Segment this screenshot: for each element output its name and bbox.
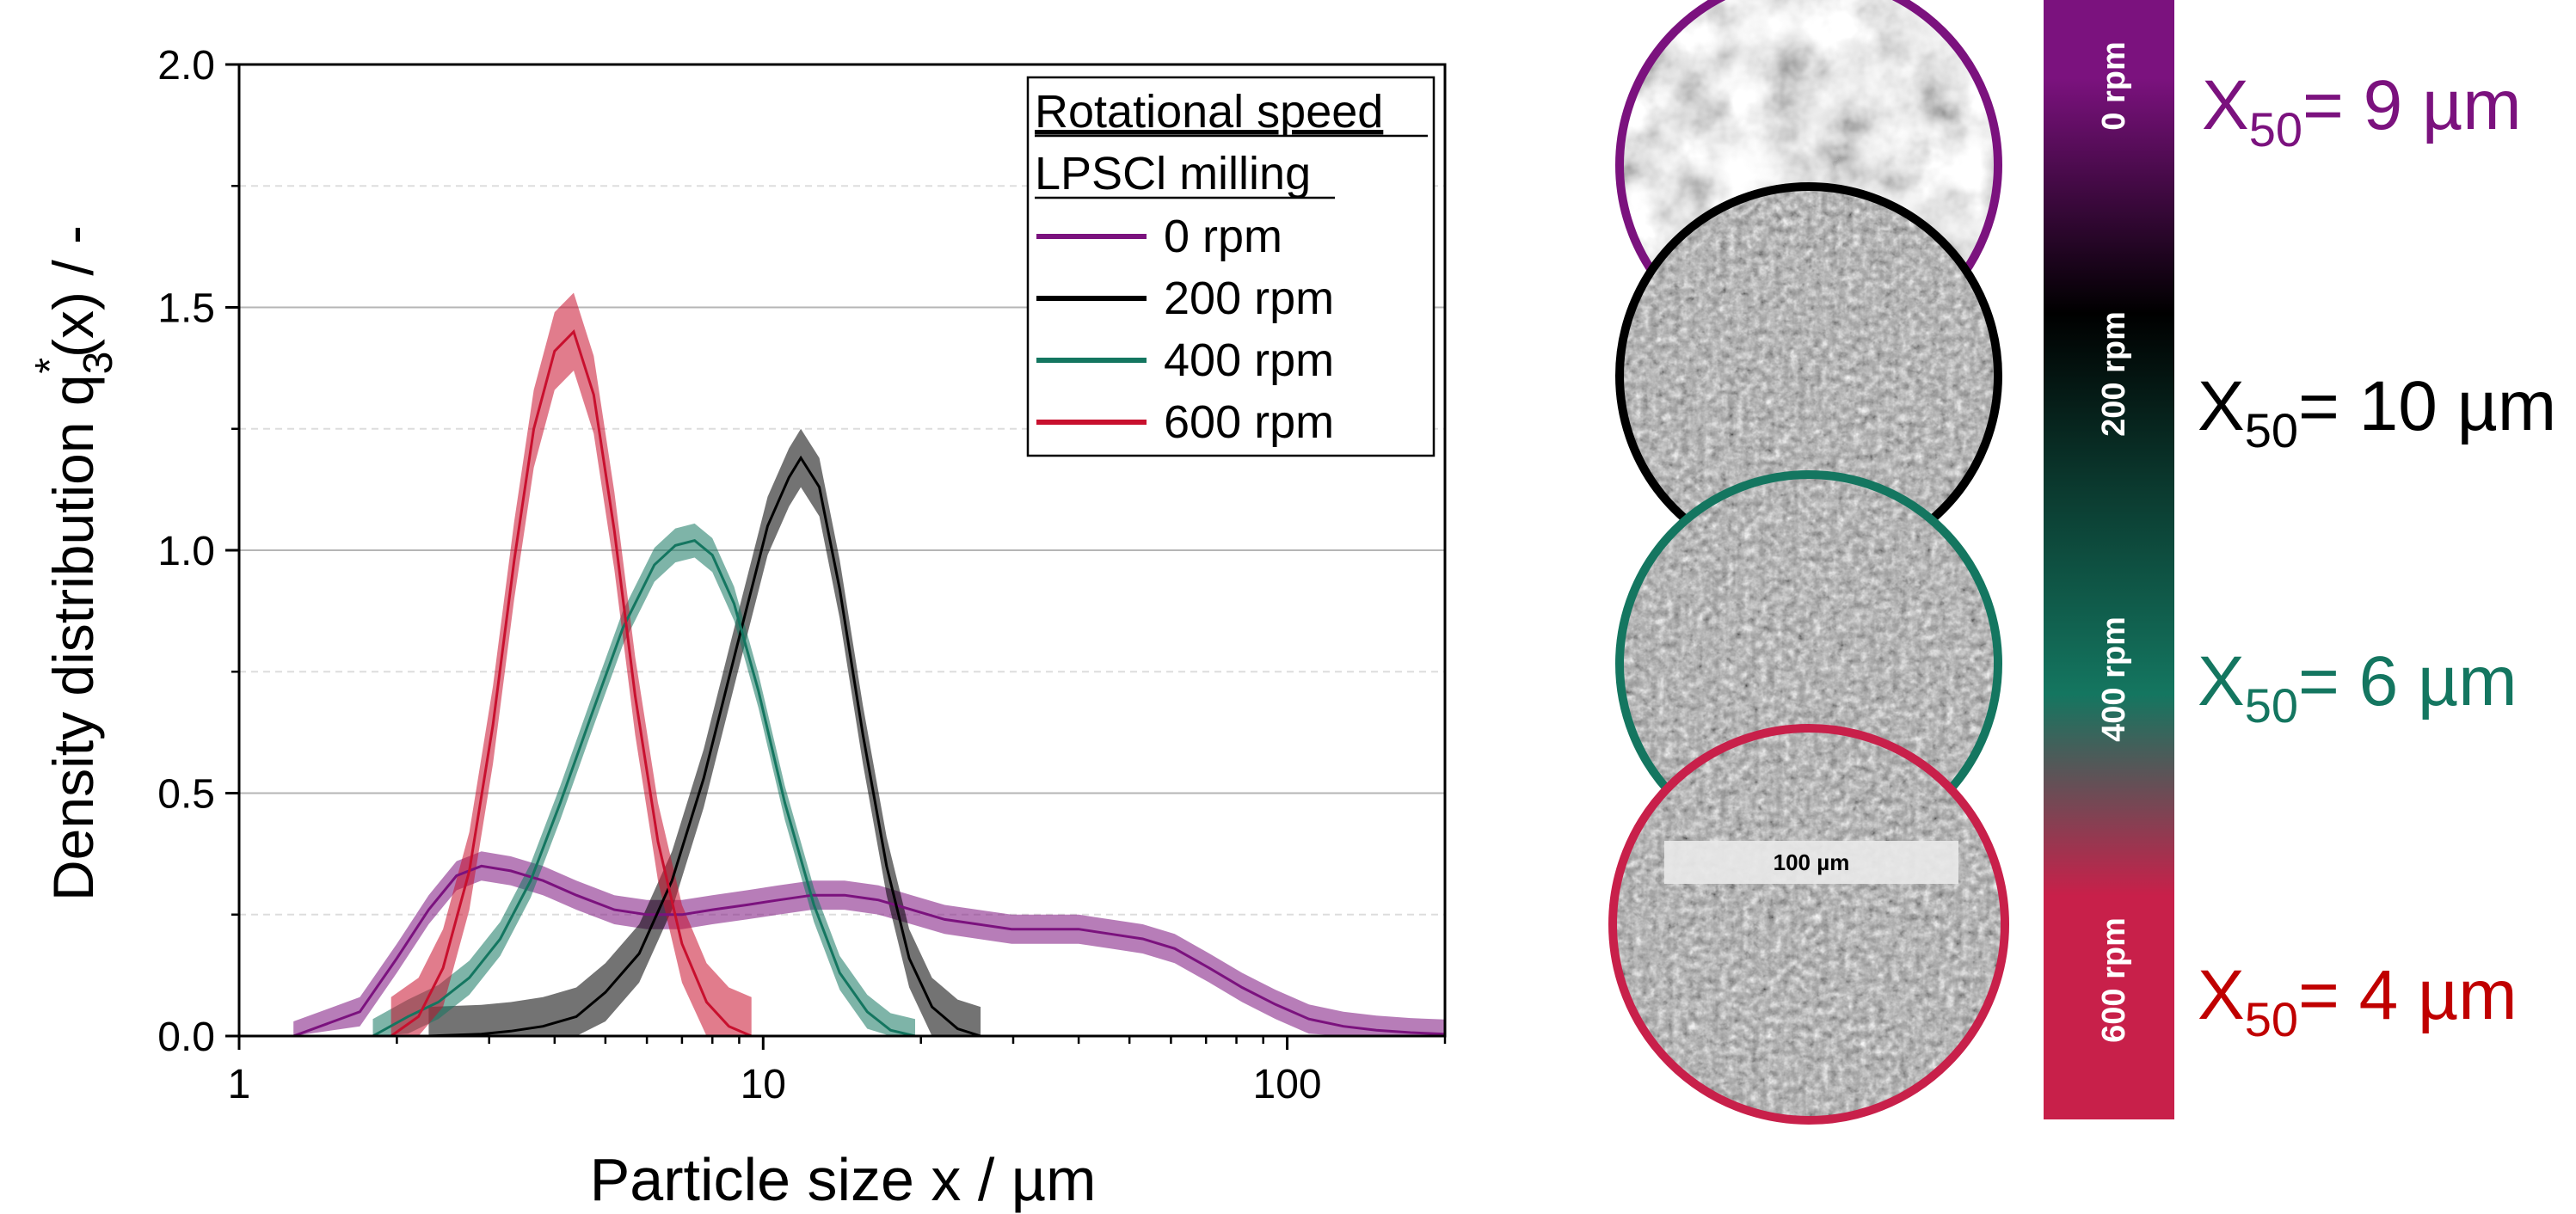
- x50-suffix: = 9 µm: [2302, 66, 2522, 144]
- x-tick-label: 10: [741, 1062, 786, 1107]
- x50-label-600-rpm: X50= 4 µm: [2198, 956, 2518, 1046]
- legend-label-0-rpm: 0 rpm: [1164, 211, 1282, 262]
- x50-suffix: = 6 µm: [2298, 642, 2518, 720]
- legend-box: [1026, 76, 1436, 457]
- band-200-rpm: [428, 428, 981, 1036]
- x-tick-label: 1: [228, 1062, 251, 1107]
- line-600-rpm: [390, 328, 753, 1038]
- y-axis-label-main: Density distribution q: [41, 374, 105, 901]
- legend-entries: 0 rpm 200 rpm 400 rpm 600 rpm: [1036, 211, 1334, 448]
- sem-image-panel: 100 µm: [1608, 0, 2009, 1125]
- x50-prefix: X: [2202, 66, 2249, 144]
- x50-label-200-rpm: X50= 10 µm: [2198, 367, 2556, 457]
- scale-label-0-rpm: 0 rpm: [2096, 41, 2132, 130]
- sem-image-600-rpm: 100 µm: [1608, 724, 2009, 1125]
- legend: Rotational speed LPSCl milling 0 rpm 200 …: [1026, 76, 1436, 457]
- density-distribution-chart: 0.0 0.5 1.0 1.5 2.0 1 10 100 Particle size x / …: [28, 43, 1447, 1213]
- x50-label-400-rpm: X50= 6 µm: [2198, 642, 2518, 733]
- y-axis-label: Density distribution q3*(x) / -: [28, 225, 121, 901]
- band-400-rpm: [372, 523, 915, 1036]
- series-lines: [292, 328, 1446, 1038]
- line-0-rpm: [292, 864, 1446, 1038]
- line-400-rpm: [372, 539, 916, 1038]
- y-axis-label-superscript: *: [28, 358, 73, 374]
- y-axis-label-tail: (x) / -: [41, 225, 105, 358]
- x50-subscript: 50: [2245, 992, 2298, 1046]
- scale-bar-label: 100 µm: [1774, 849, 1850, 875]
- legend-title-line2: LPSCl milling: [1035, 148, 1311, 199]
- x-axis-label: Particle size x / µm: [590, 1146, 1097, 1213]
- x50-prefix: X: [2198, 367, 2245, 445]
- color-scale-bar: [2044, 0, 2174, 1119]
- x50-labels: X50= 9 µm X50= 10 µm X50= 6 µm X50= 4 µm: [2198, 66, 2556, 1046]
- x-tick-label: 100: [1253, 1062, 1322, 1107]
- x50-prefix: X: [2198, 956, 2245, 1034]
- legend-label-200-rpm: 200 rpm: [1164, 273, 1334, 324]
- y-axis-label-subscript: 3: [76, 352, 121, 375]
- scale-bar-box: [1664, 841, 1958, 884]
- line-200-rpm: [428, 455, 981, 1038]
- scale-label-200-rpm: 200 rpm: [2096, 311, 2132, 437]
- y-tick-label: 0.0: [157, 1015, 215, 1060]
- scale-label-400-rpm: 400 rpm: [2096, 616, 2132, 742]
- x50-prefix: X: [2198, 642, 2245, 720]
- x50-suffix: = 10 µm: [2298, 367, 2556, 445]
- x50-subscript: 50: [2249, 102, 2302, 156]
- legend-title-line1: Rotational speed: [1035, 86, 1383, 138]
- x50-label-0-rpm: X50= 9 µm: [2202, 66, 2522, 156]
- band-600-rpm: [390, 292, 752, 1036]
- scale-label-600-rpm: 600 rpm: [2096, 917, 2132, 1043]
- axis-ticks: 0.0 0.5 1.0 1.5 2.0 1 10 100: [157, 43, 1447, 1107]
- legend-label-400-rpm: 400 rpm: [1164, 334, 1334, 386]
- x50-subscript: 50: [2245, 678, 2298, 733]
- x50-subscript: 50: [2245, 403, 2298, 457]
- x50-suffix: = 4 µm: [2298, 956, 2518, 1034]
- sem-ring-600-rpm: [1608, 724, 2009, 1125]
- y-tick-label: 2.0: [157, 43, 215, 89]
- legend-label-600-rpm: 600 rpm: [1164, 396, 1334, 448]
- y-tick-label: 0.5: [157, 772, 215, 818]
- y-tick-label: 1.5: [157, 286, 215, 332]
- rotational-speed-color-scale: 0 rpm 200 rpm 400 rpm 600 rpm: [2044, 0, 2174, 1119]
- y-tick-label: 1.0: [157, 529, 215, 574]
